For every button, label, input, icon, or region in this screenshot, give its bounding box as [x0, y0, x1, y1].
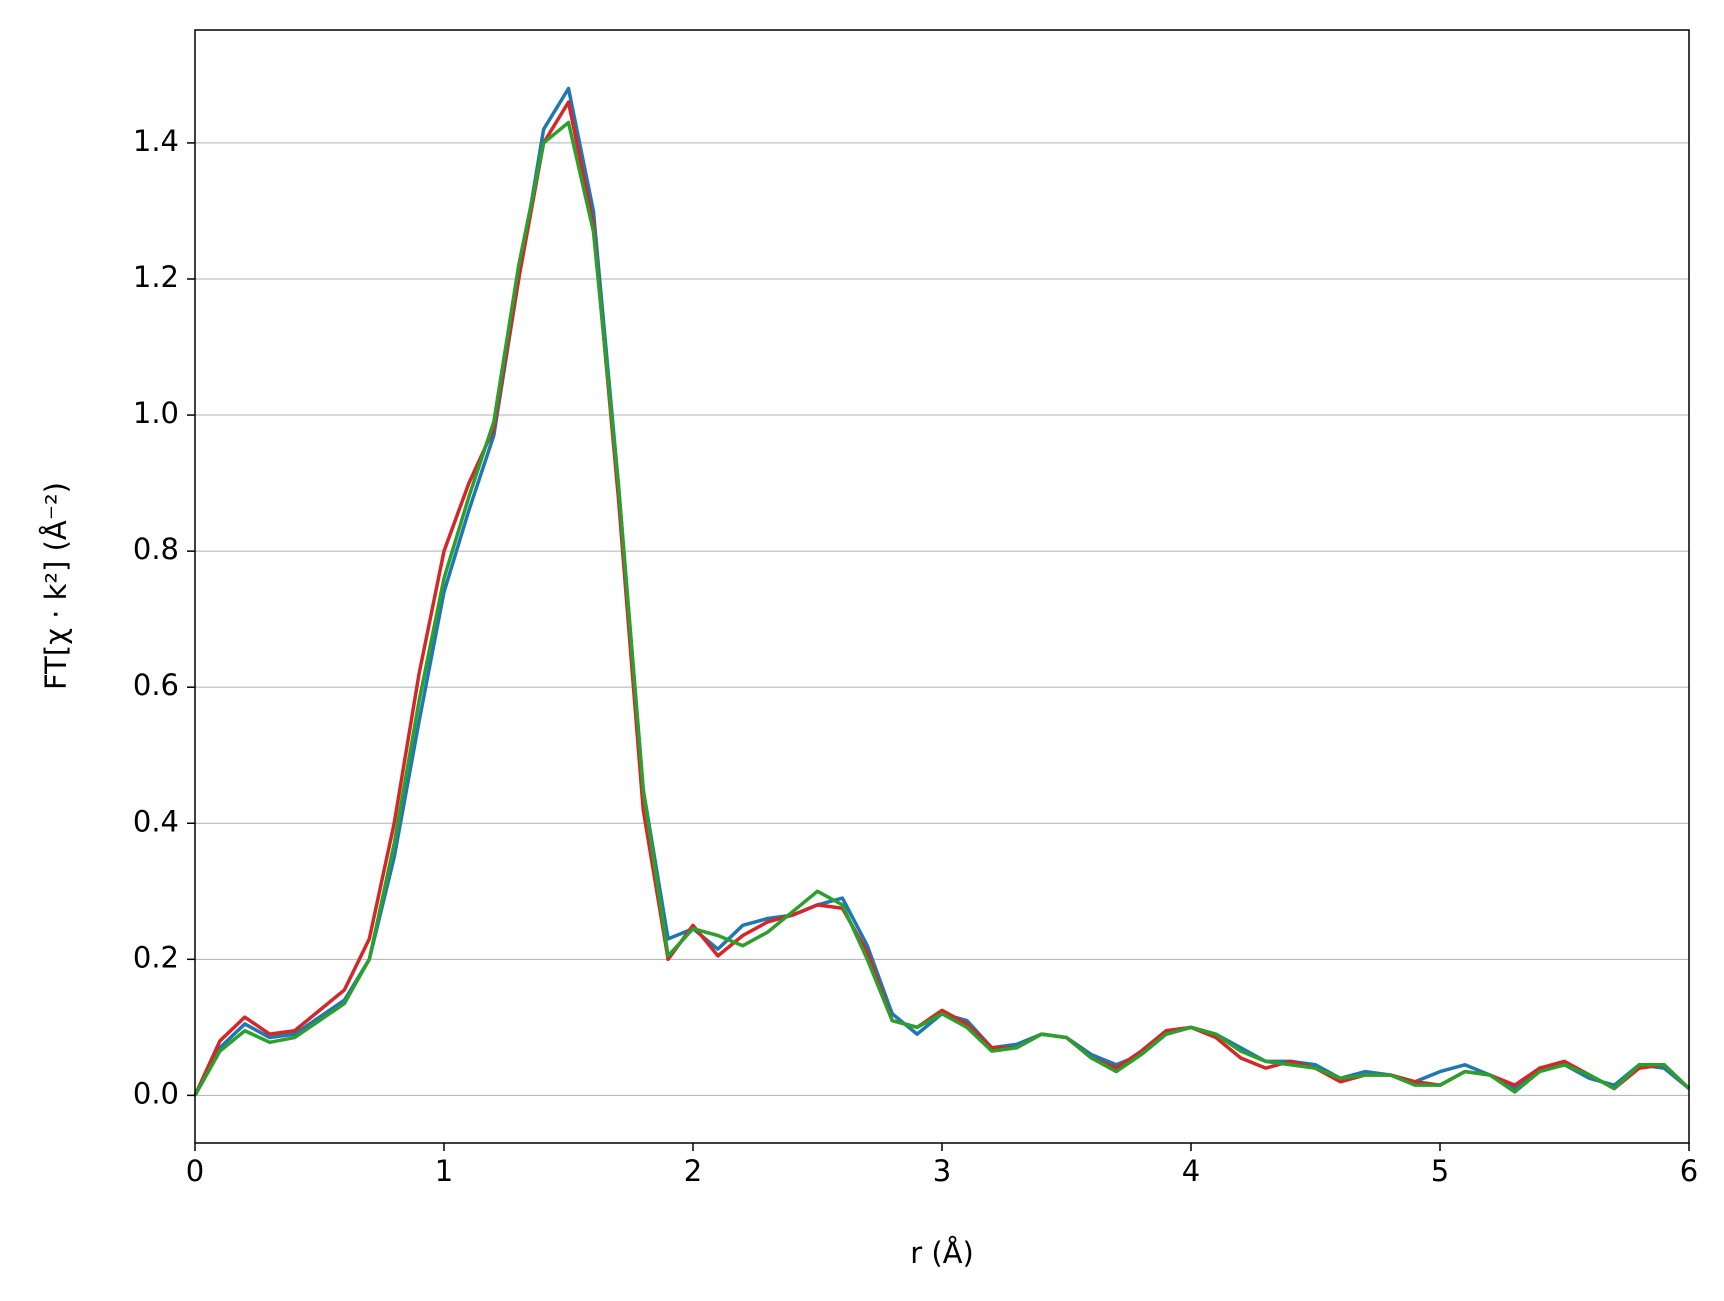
data-line: [193, 120, 1691, 1097]
y-axis-label: FT[χ · k²] (Å⁻²): [39, 482, 73, 690]
y-tick-label: 0.2: [133, 940, 179, 974]
y-tick-label: 0.4: [133, 804, 179, 838]
x-tick-label: 2: [684, 1154, 702, 1188]
y-tick-label: 0.8: [133, 532, 179, 566]
x-tick-label: 1: [435, 1154, 453, 1188]
y-tick-label: 1.4: [133, 124, 179, 158]
x-tick-label: 3: [933, 1154, 951, 1188]
y-tick-label: 1.0: [133, 396, 179, 430]
data-line: [193, 86, 1691, 1097]
y-tick-label: 0.0: [133, 1076, 179, 1110]
x-tick-label: 6: [1680, 1154, 1698, 1188]
x-tick-label: 5: [1431, 1154, 1449, 1188]
data-line: [193, 100, 1691, 1097]
x-tick-label: 4: [1182, 1154, 1200, 1188]
y-tick-label: 0.6: [133, 668, 179, 702]
x-tick-label: 0: [186, 1154, 204, 1188]
x-axis-label: r (Å): [910, 1236, 974, 1270]
plot-frame: [194, 29, 1690, 1144]
y-tick-label: 1.2: [133, 260, 179, 294]
